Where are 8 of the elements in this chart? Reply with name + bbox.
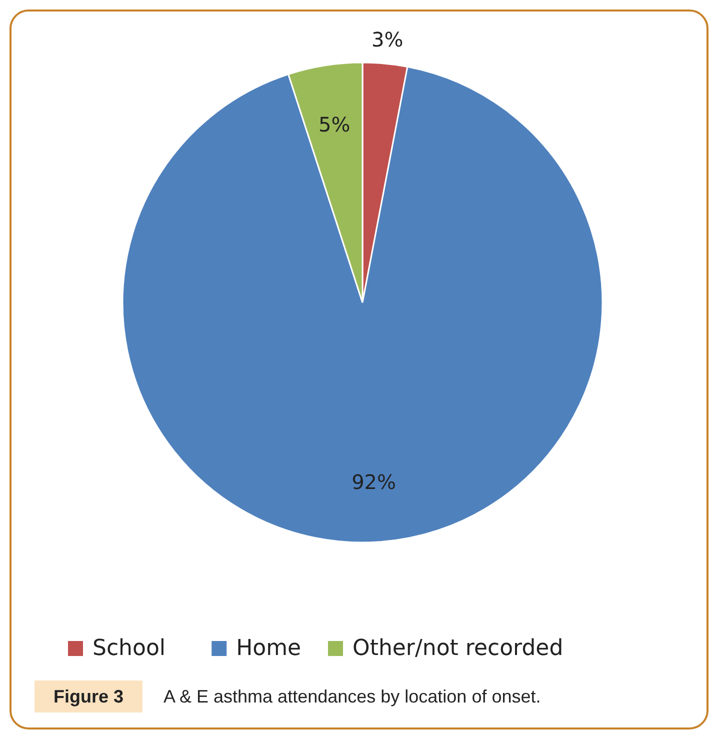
text: Figure 3 <box>53 686 124 706</box>
data-label: 92% <box>352 470 396 494</box>
data-label: 5% <box>318 112 350 137</box>
data-label: 3% <box>371 28 404 52</box>
text: A & E asthma attendances by location of onset. <box>164 686 541 706</box>
legend-label: Other/not recorded <box>352 636 564 661</box>
legend-label: School <box>92 636 166 661</box>
legend-label: Home <box>236 636 302 661</box>
